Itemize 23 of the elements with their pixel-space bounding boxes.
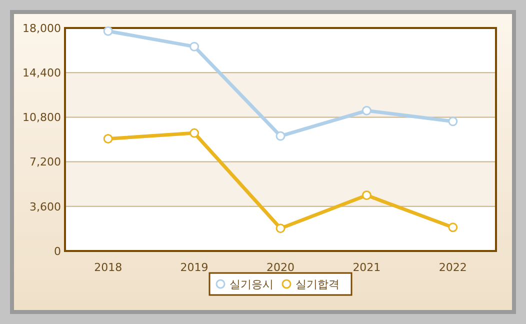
point xyxy=(190,128,200,138)
point xyxy=(362,190,372,200)
point xyxy=(190,42,200,52)
x-tick-label: 2021 xyxy=(352,260,381,274)
point xyxy=(362,106,372,116)
x-tick-label: 2022 xyxy=(438,260,467,274)
x-tick-label: 2020 xyxy=(266,260,294,274)
y-tick-label: 0 xyxy=(54,244,61,258)
y-tick-label: 3,600 xyxy=(30,200,61,214)
x-tick-label: 2018 xyxy=(94,260,122,274)
point xyxy=(276,131,286,141)
y-tick-label: 18,000 xyxy=(22,22,61,35)
y-tick-label: 7,200 xyxy=(30,156,61,169)
point xyxy=(448,222,458,232)
point xyxy=(276,224,286,234)
x-tick-label: 2019 xyxy=(180,260,208,274)
point xyxy=(103,134,113,144)
legend-label: 실기응시 xyxy=(230,278,274,291)
y-tick-label: 14,400 xyxy=(22,66,61,80)
legend-label: 실기합격 xyxy=(296,278,340,291)
point xyxy=(448,116,458,126)
y-tick-label: 10,800 xyxy=(22,111,61,124)
point xyxy=(103,26,113,36)
